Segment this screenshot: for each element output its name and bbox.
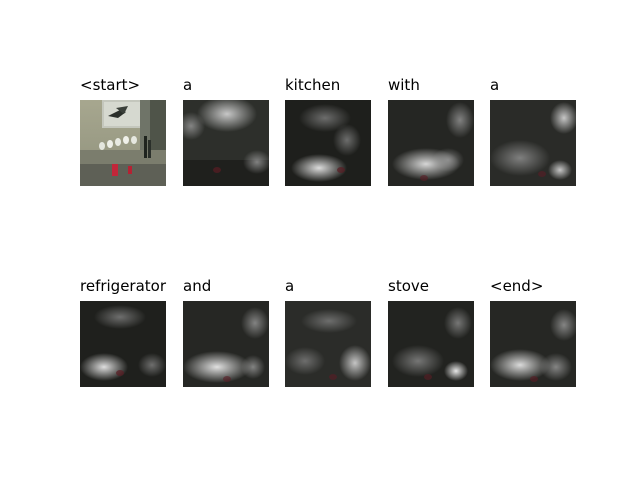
attention-map <box>80 301 166 387</box>
token-word: <start> <box>80 76 142 96</box>
attention-map <box>285 100 371 186</box>
token-word: a <box>183 76 194 96</box>
token-word: stove <box>388 277 430 297</box>
token-word: <end> <box>490 277 545 297</box>
attention-map <box>183 100 269 186</box>
token-word: refrigerator <box>80 277 168 297</box>
token-cell-8: stove <box>388 277 474 387</box>
token-word: a <box>285 277 296 297</box>
token-word: a <box>490 76 501 96</box>
token-cell-9: <end> <box>490 277 576 387</box>
token-cell-1: a <box>183 76 269 186</box>
attention-map <box>490 301 576 387</box>
attention-map <box>388 301 474 387</box>
token-word: with <box>388 76 421 96</box>
token-cell-4: a <box>490 76 576 186</box>
token-cell-0: <start> <box>80 76 166 186</box>
token-cell-5: refrigerator <box>80 277 168 387</box>
original-image <box>80 100 166 186</box>
token-cell-3: with <box>388 76 474 186</box>
attention-map <box>285 301 371 387</box>
token-word: kitchen <box>285 76 342 96</box>
token-cell-6: and <box>183 277 269 387</box>
token-cell-2: kitchen <box>285 76 371 186</box>
attention-map <box>388 100 474 186</box>
token-word: and <box>183 277 213 297</box>
token-cell-7: a <box>285 277 371 387</box>
attention-map <box>183 301 269 387</box>
attention-map <box>490 100 576 186</box>
